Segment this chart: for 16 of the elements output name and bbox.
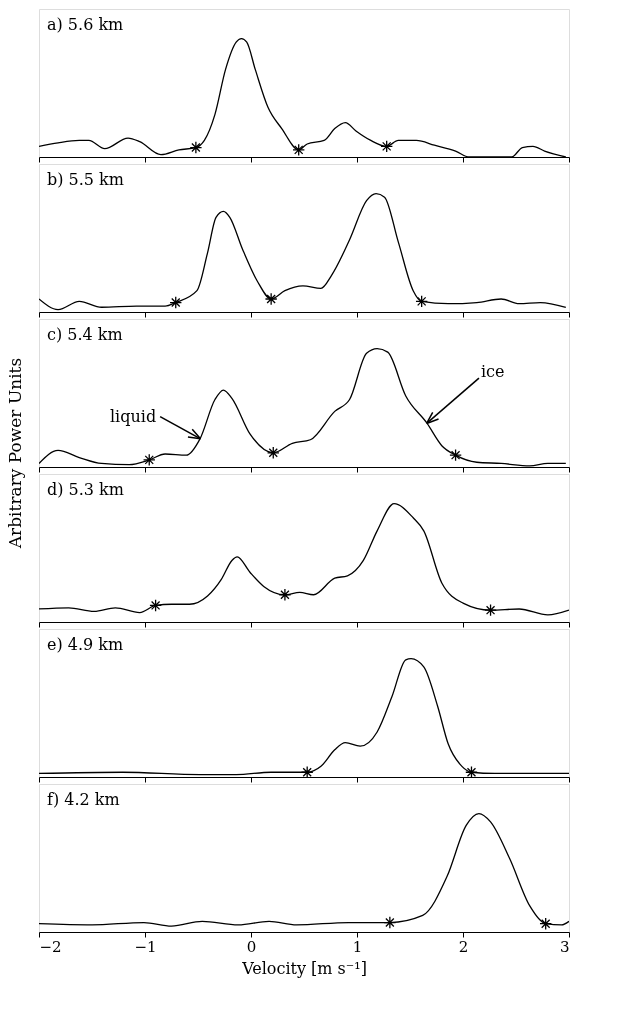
x-tick-label: 2	[458, 937, 469, 956]
x-axis-title: Velocity [m s⁻¹]	[241, 958, 367, 978]
x-tick-label: −1	[134, 937, 157, 956]
chart-title: c) 5.4 km	[47, 325, 123, 344]
chart-title: e) 4.9 km	[47, 635, 124, 654]
chart-title: a) 5.6 km	[47, 15, 124, 34]
annotation: liquid	[109, 406, 157, 426]
chart-title: b) 5.5 km	[47, 170, 124, 189]
x-tick-label: 3	[559, 937, 570, 956]
chart-title: f) 4.2 km	[47, 790, 120, 809]
x-tick-label: 1	[352, 937, 363, 956]
annotation: ice	[480, 362, 505, 382]
y-axis-title: Arbitrary Power Units	[5, 357, 25, 550]
chart-title: d) 5.3 km	[47, 480, 124, 499]
x-tick-label: 0	[246, 937, 257, 956]
x-tick-label: −2	[39, 937, 62, 956]
